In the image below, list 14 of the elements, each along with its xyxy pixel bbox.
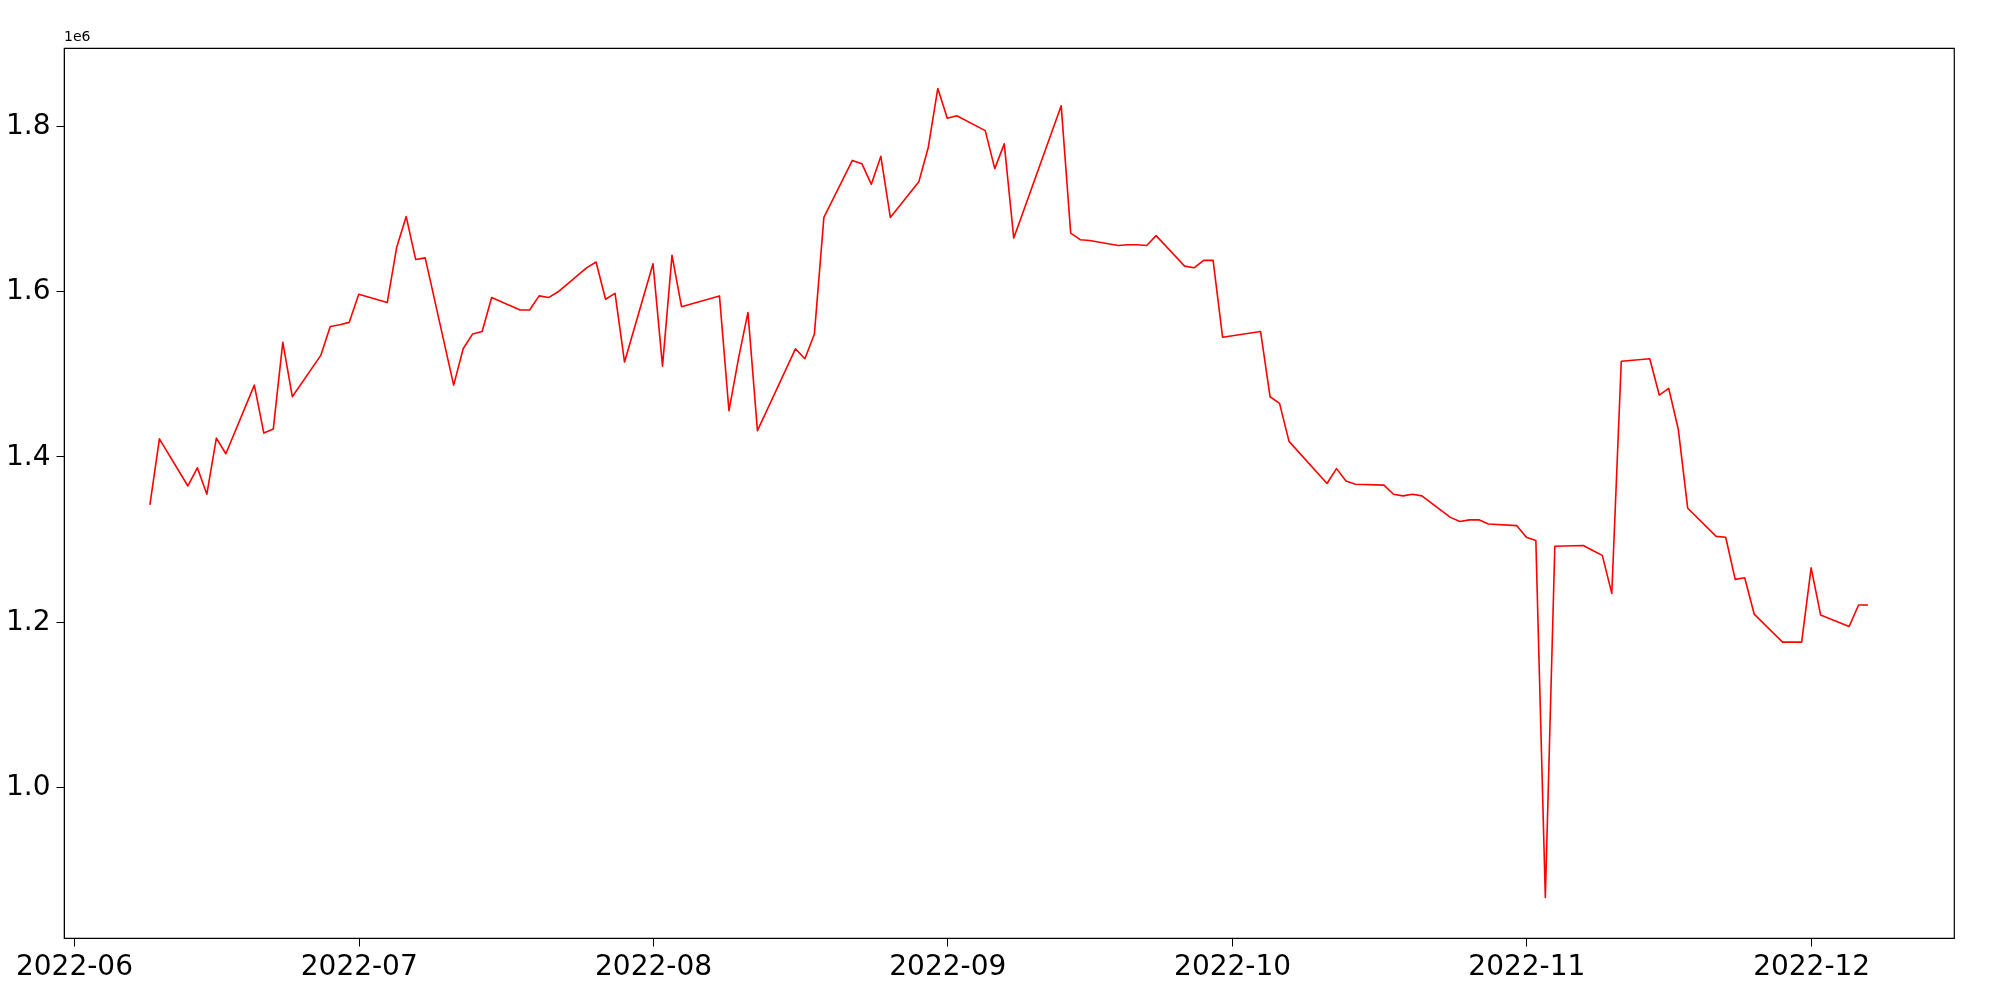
line-series bbox=[149, 87, 1869, 899]
y-tick-label: 1.6 bbox=[5, 273, 51, 307]
y-tick-label: 1.0 bbox=[5, 769, 51, 803]
text: 1e6 bbox=[64, 28, 91, 44]
x-tick-label: 2022-07 bbox=[300, 948, 418, 982]
x-tick-label: 2022-12 bbox=[1753, 948, 1871, 982]
x-tick-label: 2022-11 bbox=[1468, 948, 1586, 982]
x-tick-label: 2022-10 bbox=[1174, 948, 1292, 982]
y-tick-label: 1.4 bbox=[5, 438, 51, 472]
x-tick-label: 2022-06 bbox=[15, 948, 133, 982]
y-tick-label: 1.2 bbox=[5, 604, 51, 637]
x-tick-label: 2022-08 bbox=[595, 948, 713, 982]
y-tick-label: 1.8 bbox=[5, 108, 51, 142]
x-tick-label: 2022-09 bbox=[889, 948, 1007, 982]
